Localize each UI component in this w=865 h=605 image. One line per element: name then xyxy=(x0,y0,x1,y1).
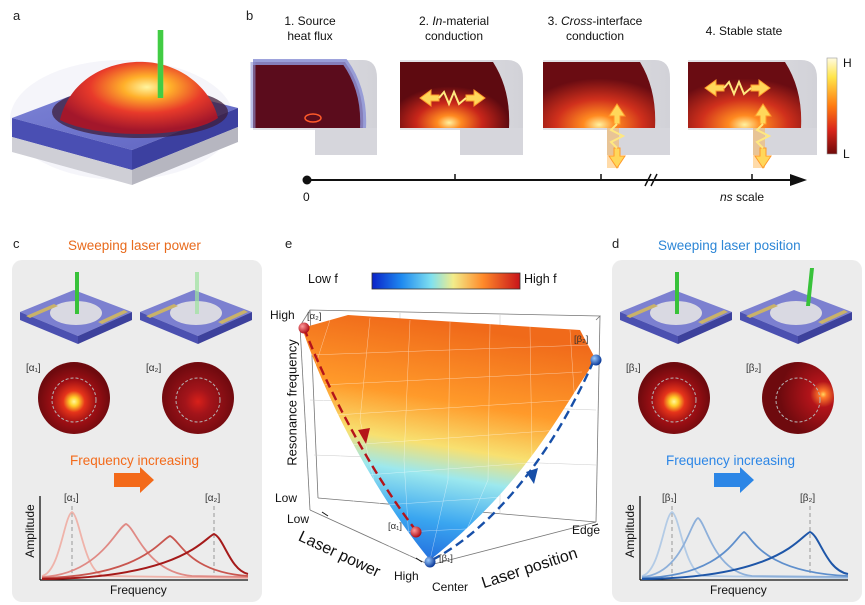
heat-colorbar xyxy=(826,57,838,155)
stage-1-block xyxy=(250,59,377,155)
spectrum-beta1-label: [β₁] xyxy=(662,493,677,504)
z-low-label: Low xyxy=(275,491,298,505)
colorbar-high-f: High f xyxy=(524,272,557,286)
timeline-axis xyxy=(302,173,807,187)
panel-b-heat-stages xyxy=(250,57,838,187)
alpha1-label: [α₁] xyxy=(26,363,41,374)
power-sweep-path xyxy=(302,327,415,529)
z-axis-label: Resonance frequency xyxy=(284,339,300,466)
device-d1 xyxy=(620,272,732,344)
panel-d-xlabel: Frequency xyxy=(710,583,767,597)
stage-4-block xyxy=(688,60,817,169)
stage-4-title: 4. Stable state xyxy=(705,24,783,38)
panel-label-c: c xyxy=(13,236,20,251)
colorbar-high-label: H xyxy=(843,56,852,70)
position-center-label: Center xyxy=(432,580,469,594)
alpha2-point xyxy=(298,322,310,334)
panel-label-d: d xyxy=(612,236,620,251)
surface-mesh xyxy=(309,317,589,561)
device-c1 xyxy=(20,272,132,344)
panel-label-b: b xyxy=(246,8,254,23)
panel-e-surface-plot xyxy=(298,272,602,568)
stage-2-title: 2. In-material conduction xyxy=(418,14,490,43)
panel-label-a: a xyxy=(13,8,21,23)
stage-2-block xyxy=(400,60,523,155)
surface-beta1-label: [β₁] xyxy=(439,553,453,564)
surface-beta2-label: [β₂] xyxy=(574,334,589,345)
panel-d-freq-increasing: Frequency increasing xyxy=(666,453,796,468)
resonance-surface xyxy=(302,315,596,560)
panel-c-ylabel: Amplitude xyxy=(23,504,37,558)
panel-d-graphics xyxy=(620,268,852,581)
device-d2 xyxy=(740,268,852,344)
beta1-label: [β₁] xyxy=(626,363,641,374)
beta2-label: [β₂] xyxy=(746,363,762,374)
device-c2 xyxy=(140,272,252,344)
frequency-colorbar xyxy=(371,272,521,290)
panel-a-device-illustration xyxy=(10,30,238,185)
power-high-label: High xyxy=(394,569,419,583)
spectrum-alpha2-label: [α₂] xyxy=(205,493,221,504)
spectrum-alpha1-label: [α₁] xyxy=(64,493,79,504)
panel-c-freq-increasing: Frequency increasing xyxy=(70,453,200,468)
panel-c-title: Sweeping laser power xyxy=(68,238,201,253)
colorbar-low-f: Low f xyxy=(308,272,338,286)
timeline-start-label: 0 xyxy=(303,190,310,204)
stage-1-title: 1. Source heat flux xyxy=(284,14,336,43)
colorbar-low-label: L xyxy=(843,147,850,161)
spectrum-beta2-label: [β₂] xyxy=(800,493,816,504)
stage-3-title: 3. Cross-interface conduction xyxy=(547,14,643,43)
position-sweep-path xyxy=(431,359,596,562)
surface-alpha2-label: [α₂] xyxy=(307,311,322,322)
panel-d-title: Sweeping laser position xyxy=(658,238,801,253)
z-high-label: High xyxy=(270,308,295,322)
panel-label-e: e xyxy=(285,236,293,251)
power-low-label: Low xyxy=(287,512,310,526)
beta2-point xyxy=(590,354,602,366)
surface-alpha1-label: [α₁] xyxy=(388,521,402,532)
stage-3-block xyxy=(543,60,670,169)
panel-d-ylabel: Amplitude xyxy=(623,504,637,558)
panel-c-xlabel: Frequency xyxy=(110,583,167,597)
alpha1-point xyxy=(410,526,422,538)
alpha2-label: [α₂] xyxy=(146,363,162,374)
beta1-point xyxy=(424,556,436,568)
panel-c-graphics xyxy=(20,272,252,581)
timeline-end-label: ns scale xyxy=(720,190,765,204)
position-edge-label: Edge xyxy=(572,523,601,537)
